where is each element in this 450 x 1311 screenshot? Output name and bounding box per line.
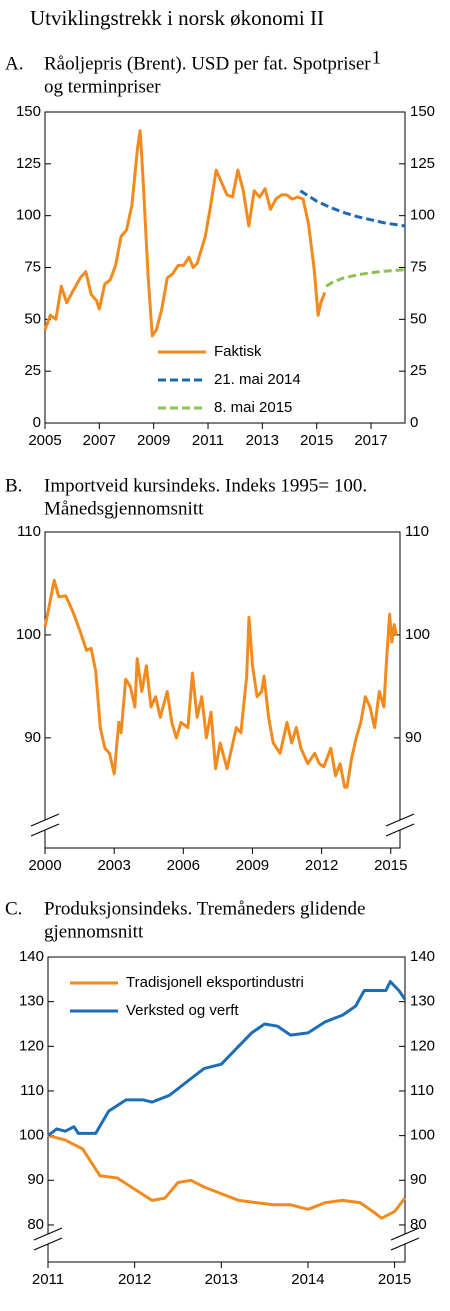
line-series bbox=[47, 980, 407, 1137]
x-tick-label: 2011 bbox=[192, 432, 224, 449]
legend-label: 8. mai 2015 bbox=[214, 399, 292, 416]
x-tick-label: 2015 bbox=[378, 1271, 411, 1288]
y2-tick-label: 100 bbox=[410, 1127, 435, 1144]
chart-title: Produksjonsindeks. Tremåneders glidende bbox=[44, 898, 365, 919]
y-tick-label: 110 bbox=[17, 523, 41, 540]
y-tick-label: 0 bbox=[33, 414, 41, 431]
y2-tick-label: 90 bbox=[410, 1171, 427, 1188]
chart-title: gjennomsnitt bbox=[44, 921, 144, 942]
x-tick-label: 2009 bbox=[137, 432, 170, 449]
chart-title: Importveid kursindeks. Indeks 1995= 100. bbox=[44, 475, 367, 496]
panel-label: B. bbox=[5, 475, 22, 496]
y2-tick-label: 140 bbox=[410, 948, 435, 965]
x-tick-label: 2017 bbox=[354, 432, 387, 449]
y2-tick-label: 110 bbox=[405, 523, 429, 540]
axis-break bbox=[33, 1227, 63, 1241]
y-tick-label: 90 bbox=[24, 729, 41, 746]
y2-tick-label: 120 bbox=[410, 1037, 435, 1054]
axis-break-gap bbox=[45, 1234, 51, 1244]
line-series bbox=[299, 189, 406, 228]
y-tick-label: 100 bbox=[16, 626, 41, 643]
x-tick-label: 2000 bbox=[28, 857, 61, 874]
legend-label: Tradisjonell eksportindustri bbox=[126, 974, 304, 991]
chart-title: Månedsgjennomsnitt bbox=[44, 498, 204, 519]
plot-frame bbox=[44, 531, 401, 849]
y-tick-label: 100 bbox=[16, 207, 41, 224]
axis-break bbox=[33, 1237, 63, 1251]
legend-label: 21. mai 2014 bbox=[214, 371, 301, 388]
y2-tick-label: 50 bbox=[410, 310, 427, 327]
axis-break bbox=[385, 823, 415, 837]
x-tick-label: 2011 bbox=[32, 1271, 64, 1288]
figure-title: Utviklingstrekk i norsk økonomi II bbox=[30, 6, 324, 30]
title-note: 1 bbox=[372, 47, 382, 68]
x-tick-label: 2013 bbox=[246, 432, 279, 449]
chart-title: og terminpriser bbox=[44, 76, 161, 97]
y-tick-label: 90 bbox=[27, 1171, 44, 1188]
y-tick-label: 50 bbox=[24, 310, 41, 327]
y2-tick-label: 130 bbox=[410, 993, 435, 1010]
y2-tick-label: 25 bbox=[410, 362, 427, 379]
x-tick-label: 2003 bbox=[97, 857, 130, 874]
axis-break-gap bbox=[397, 820, 403, 830]
y-tick-label: 80 bbox=[27, 1216, 44, 1233]
y-tick-label: 150 bbox=[16, 103, 41, 120]
y-tick-label: 100 bbox=[19, 1127, 44, 1144]
axis-break bbox=[390, 1237, 420, 1251]
y2-tick-label: 110 bbox=[410, 1082, 434, 1099]
y-tick-label: 130 bbox=[19, 993, 44, 1010]
x-tick-label: 2013 bbox=[205, 1271, 238, 1288]
axis-break-gap bbox=[42, 820, 48, 830]
x-tick-label: 2015 bbox=[300, 432, 333, 449]
y2-tick-label: 100 bbox=[405, 626, 430, 643]
x-tick-label: 2012 bbox=[118, 1271, 151, 1288]
legend-label: Verksted og verft bbox=[126, 1002, 239, 1019]
y2-tick-label: 125 bbox=[410, 155, 435, 172]
x-tick-label: 2015 bbox=[374, 857, 407, 874]
y2-tick-label: 100 bbox=[410, 207, 435, 224]
y-tick-label: 120 bbox=[19, 1037, 44, 1054]
x-tick-label: 2014 bbox=[291, 1271, 324, 1288]
line-series bbox=[43, 129, 327, 338]
x-tick-label: 2007 bbox=[83, 432, 116, 449]
axis-break-gap bbox=[402, 1234, 408, 1244]
y-tick-label: 75 bbox=[24, 258, 41, 275]
y-tick-label: 125 bbox=[16, 155, 41, 172]
y2-tick-label: 80 bbox=[410, 1216, 427, 1233]
y2-tick-label: 150 bbox=[410, 103, 435, 120]
y2-tick-label: 75 bbox=[410, 258, 427, 275]
x-tick-label: 2006 bbox=[167, 857, 200, 874]
panel-label: C. bbox=[5, 898, 22, 919]
x-tick-label: 2009 bbox=[236, 857, 269, 874]
line-series bbox=[325, 268, 406, 288]
y-tick-label: 110 bbox=[20, 1082, 44, 1099]
axis-break bbox=[30, 823, 60, 837]
axis-break bbox=[385, 813, 415, 827]
axis-break bbox=[30, 813, 60, 827]
y2-tick-label: 90 bbox=[405, 729, 422, 746]
line-series bbox=[47, 1134, 407, 1220]
chart-title: Råoljepris (Brent). USD per fat. Spotpri… bbox=[44, 53, 371, 74]
plot-frame bbox=[47, 956, 406, 1263]
line-series bbox=[43, 578, 398, 789]
legend-label: Faktisk bbox=[214, 343, 262, 360]
x-tick-label: 2005 bbox=[28, 432, 61, 449]
y-tick-label: 140 bbox=[19, 948, 44, 965]
axis-break bbox=[390, 1227, 420, 1241]
panel-label: A. bbox=[5, 53, 23, 74]
x-tick-label: 2012 bbox=[305, 857, 338, 874]
y-tick-label: 25 bbox=[24, 362, 41, 379]
y2-tick-label: 0 bbox=[410, 414, 418, 431]
